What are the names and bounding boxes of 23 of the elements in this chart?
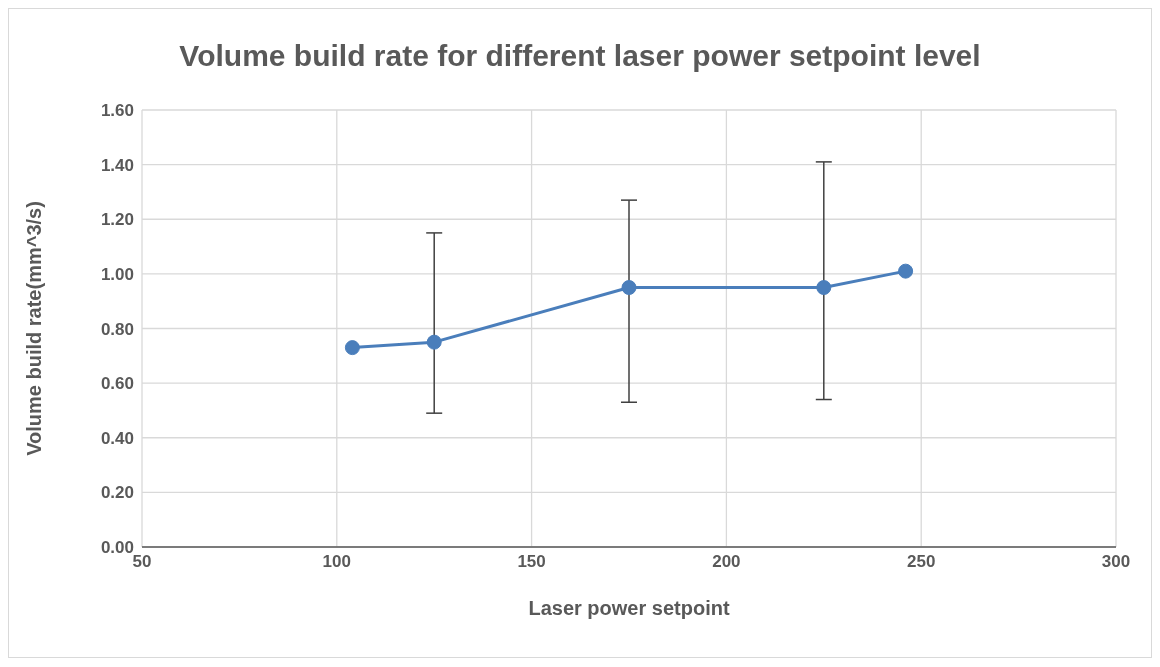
chart-title: Volume build rate for different laser power setpoint level bbox=[178, 39, 982, 73]
y-tick-label: 1.00 bbox=[100, 264, 134, 284]
x-tick-label: 300 bbox=[1101, 552, 1131, 572]
x-tick-label: 150 bbox=[517, 552, 546, 572]
y-axis-title: Volume build rate(mm^3/s) bbox=[23, 201, 46, 456]
y-tick-label: 1.60 bbox=[100, 101, 134, 121]
y-tick-label: 0.40 bbox=[100, 428, 134, 448]
point bbox=[426, 334, 442, 350]
x-tick-label: 250 bbox=[907, 552, 936, 572]
point bbox=[898, 263, 914, 279]
point bbox=[344, 340, 360, 356]
x-tick-label: 100 bbox=[322, 552, 351, 572]
point bbox=[816, 280, 832, 296]
point bbox=[621, 280, 637, 296]
y-tick-label: 0.60 bbox=[100, 374, 134, 394]
y-tick-label: 1.40 bbox=[100, 155, 134, 175]
x-tick-label: 200 bbox=[712, 552, 741, 572]
x-axis-title: Laser power setpoint bbox=[528, 597, 730, 619]
y-tick-label: 0.20 bbox=[100, 483, 134, 503]
y-tick-label: 0.00 bbox=[100, 538, 134, 558]
x-tick-label: 50 bbox=[132, 552, 152, 572]
y-tick-label: 1.20 bbox=[100, 210, 134, 230]
y-tick-label: 0.80 bbox=[100, 319, 134, 339]
